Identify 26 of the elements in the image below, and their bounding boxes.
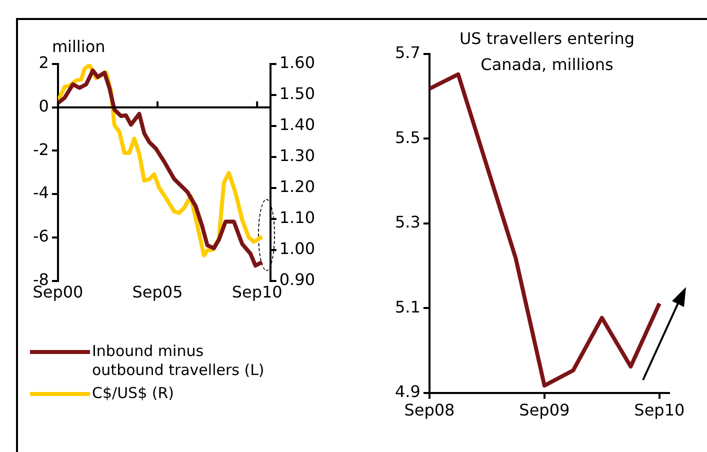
y2-tick-label: 1.20 <box>279 177 315 196</box>
y-tick-label: 0 <box>38 96 49 116</box>
x-tick-label: Sep10 <box>232 282 282 302</box>
y2-tick-label: 1.10 <box>279 208 315 228</box>
legend-label: C$/US$ (R) <box>92 384 174 403</box>
y-tick-label: -2 <box>33 140 49 159</box>
x-tick-label: Sep08 <box>404 400 455 420</box>
x-tick-label: Sep10 <box>634 400 685 420</box>
y-tick-label: -6 <box>33 226 49 246</box>
x-tick-label: Sep09 <box>519 400 570 420</box>
y2-tick-label: 1.40 <box>279 115 315 134</box>
y-axis-title: million <box>52 37 106 56</box>
y2-tick-label: 1.50 <box>279 84 315 104</box>
y-tick-label: -4 <box>33 183 49 202</box>
y2-tick-label: 1.60 <box>279 53 315 72</box>
y-tick-label: 2 <box>38 53 49 72</box>
y-tick-label: 4.9 <box>394 382 420 401</box>
x-tick-label: Sep05 <box>132 282 183 302</box>
y-tick-label: 5.7 <box>394 43 420 62</box>
y-tick-label: 5.5 <box>394 128 420 147</box>
y2-tick-label: 1.30 <box>279 146 315 166</box>
y2-tick-label: 1.00 <box>279 238 315 258</box>
chart-title: US travellers entering Canada, millions <box>459 29 635 74</box>
legend-label: Inbound minus outbound travellers (L) <box>92 342 266 380</box>
y-tick-label: 5.1 <box>394 297 420 316</box>
y-tick-label: 5.3 <box>394 212 420 232</box>
